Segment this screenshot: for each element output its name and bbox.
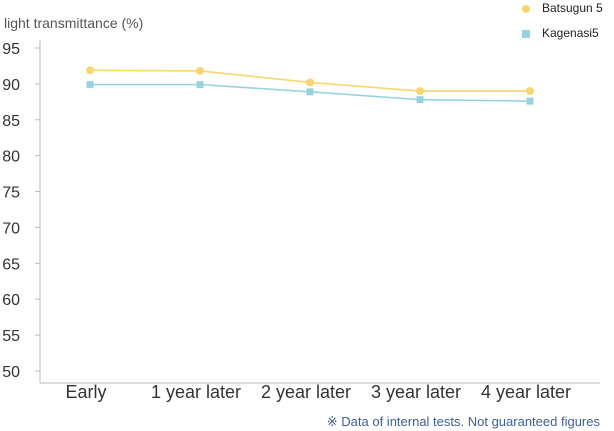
x-tick-label: Early xyxy=(65,382,106,402)
y-tick-label: 55 xyxy=(2,328,20,345)
data-point xyxy=(526,87,534,96)
y-tick-group: 50 55 60 65 70 75 80 85 90 95 xyxy=(2,41,40,381)
y-tick-label: 50 xyxy=(2,364,20,381)
x-tick-group: Early 1 year later 2 year later 3 year late… xyxy=(65,382,571,402)
x-tick-label: 1 year later xyxy=(151,382,241,402)
y-tick-label: 75 xyxy=(2,185,20,202)
data-point xyxy=(196,66,204,75)
y-tick-label: 65 xyxy=(2,256,20,273)
legend-item-kagenasi: Kagenasi5 xyxy=(522,26,614,42)
data-point xyxy=(86,81,94,89)
data-point xyxy=(306,88,314,96)
series-point-group xyxy=(86,66,534,105)
legend-label: Kagenasi5 xyxy=(542,26,599,40)
legend-label: Batsugun 5 xyxy=(542,1,603,15)
legend-square-marker-icon xyxy=(522,30,530,38)
data-point xyxy=(526,97,534,105)
data-point xyxy=(306,78,314,87)
y-tick-label: 90 xyxy=(2,77,20,94)
y-axis-title: light transmittance (%) xyxy=(4,15,144,31)
data-point xyxy=(86,66,94,75)
footnote: ※ Data of internal tests. Not guaranteed… xyxy=(326,414,600,429)
data-point xyxy=(416,87,424,96)
data-point xyxy=(196,81,204,89)
y-tick-label: 70 xyxy=(2,220,20,237)
y-tick-label: 60 xyxy=(2,292,20,309)
x-tick-label: 4 year later xyxy=(481,382,571,402)
y-tick-label: 95 xyxy=(2,41,20,58)
x-tick-label: 2 year later xyxy=(261,382,351,402)
data-point xyxy=(416,96,424,104)
y-tick-label: 80 xyxy=(2,149,20,166)
y-tick-label: 85 xyxy=(2,113,20,130)
x-tick-label: 3 year later xyxy=(371,382,461,402)
chart-legend: Batsugun 5 Kagenasi5 xyxy=(522,0,614,44)
legend-item-batsugun: Batsugun 5 xyxy=(522,1,614,17)
legend-circle-marker-icon xyxy=(522,5,530,13)
